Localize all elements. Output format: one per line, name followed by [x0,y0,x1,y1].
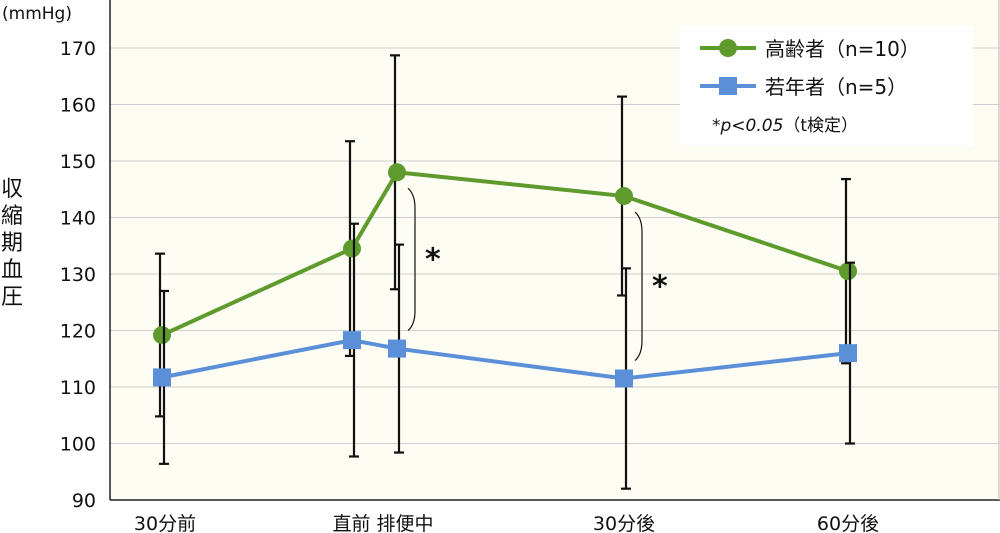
legend-marker-young [719,77,737,95]
y-axis-label-char: 血 [1,258,23,283]
y-tick-label: 160 [60,95,96,117]
y-axis-label-char: 収 [1,177,23,202]
y-tick-label: 140 [60,208,96,230]
y-tick-labels: 90 100 110 120 130 140 150 160 170 [60,38,96,512]
y-tick-label: 170 [60,38,96,60]
y-axis-label: 収縮期血圧 [1,177,23,310]
data-point [388,339,406,358]
data-point [153,326,171,345]
data-point [615,369,633,388]
y-axis-label-char: 縮 [1,204,23,229]
data-point [343,239,361,258]
x-tick-label: 30分後 [593,513,655,533]
legend-label-young: 若年者（n=5） [765,75,907,99]
data-point [839,262,857,281]
significance-note: *p<0.05（t検定） [712,116,858,136]
x-tick-labels: 30分前 直前 排便中 30分後 60分後 [134,513,879,533]
y-axis-label-char: 期 [1,231,23,256]
significance-marker: * [425,242,441,277]
significance-bracket [407,187,416,332]
series-layer [153,54,857,490]
x-tick-label: 直前 排便中 [332,513,433,533]
y-tick-label: 130 [60,264,96,286]
unit-label: (mmHg) [2,4,72,24]
y-tick-label: 100 [60,434,96,456]
y-tick-label: 110 [60,377,96,399]
y-tick-label: 150 [60,151,96,173]
y-axis-label-char: 圧 [1,285,23,310]
note-p-value: p<0.05 [720,116,784,136]
x-tick-label: 30分前 [134,513,196,533]
data-point [153,368,171,387]
legend-label-elderly: 高齢者（n=10） [765,37,920,61]
data-point [839,344,857,363]
significance-bracket [634,211,643,361]
series-young [153,222,857,490]
x-tick-label: 60分後 [817,513,879,533]
significance-layer: ** [407,187,668,361]
data-point [343,331,361,350]
note-test: （t検定） [783,116,858,136]
significance-marker: * [652,269,668,304]
y-tick-label: 120 [60,321,96,343]
note-prefix: * [712,116,721,136]
legend: 高齢者（n=10） 若年者（n=5） *p<0.05（t検定） [680,26,973,146]
legend-marker-elderly [719,39,737,57]
y-tick-label: 90 [72,490,96,512]
data-point [388,163,406,182]
data-point [615,187,633,206]
